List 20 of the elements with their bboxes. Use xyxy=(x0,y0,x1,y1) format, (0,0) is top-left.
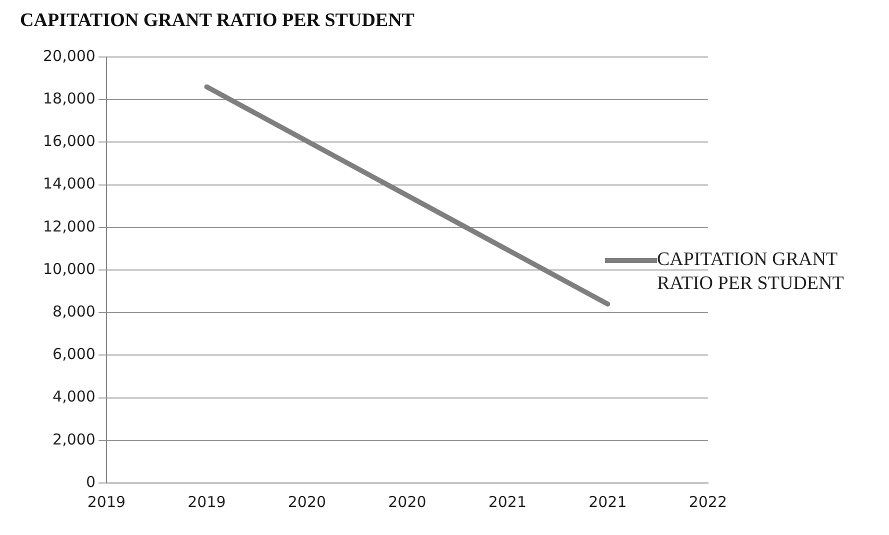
x-tick-label: 2020 xyxy=(388,492,426,511)
y-tick-label: 4,000 xyxy=(52,388,96,406)
x-tick-label: 2022 xyxy=(688,492,728,511)
y-tick-label: 16,000 xyxy=(42,132,96,150)
x-tick-label: 2019 xyxy=(188,492,226,511)
y-tick-label: 8,000 xyxy=(52,302,96,320)
x-tick-label: 2019 xyxy=(87,492,126,511)
x-tick-label: 2020 xyxy=(288,492,326,511)
y-tick-label: 10,000 xyxy=(42,260,96,278)
y-tick-label: 2,000 xyxy=(52,430,96,448)
x-tick-label: 2021 xyxy=(588,492,627,511)
y-tick-label: 12,000 xyxy=(42,217,96,236)
y-tick-label: 14,000 xyxy=(42,174,96,193)
y-tick-label: 6,000 xyxy=(52,345,96,364)
chart-title: CAPITATION GRANT RATIO PER STUDENT xyxy=(20,10,414,32)
y-tick-label: 0 xyxy=(86,472,96,491)
y-tick-label: 20,000 xyxy=(42,46,96,65)
x-tick-label: 2021 xyxy=(488,492,527,511)
y-tick-label: 18,000 xyxy=(42,89,96,108)
legend-label: CAPITATION GRANT RATIO PER STUDENT xyxy=(657,248,845,296)
